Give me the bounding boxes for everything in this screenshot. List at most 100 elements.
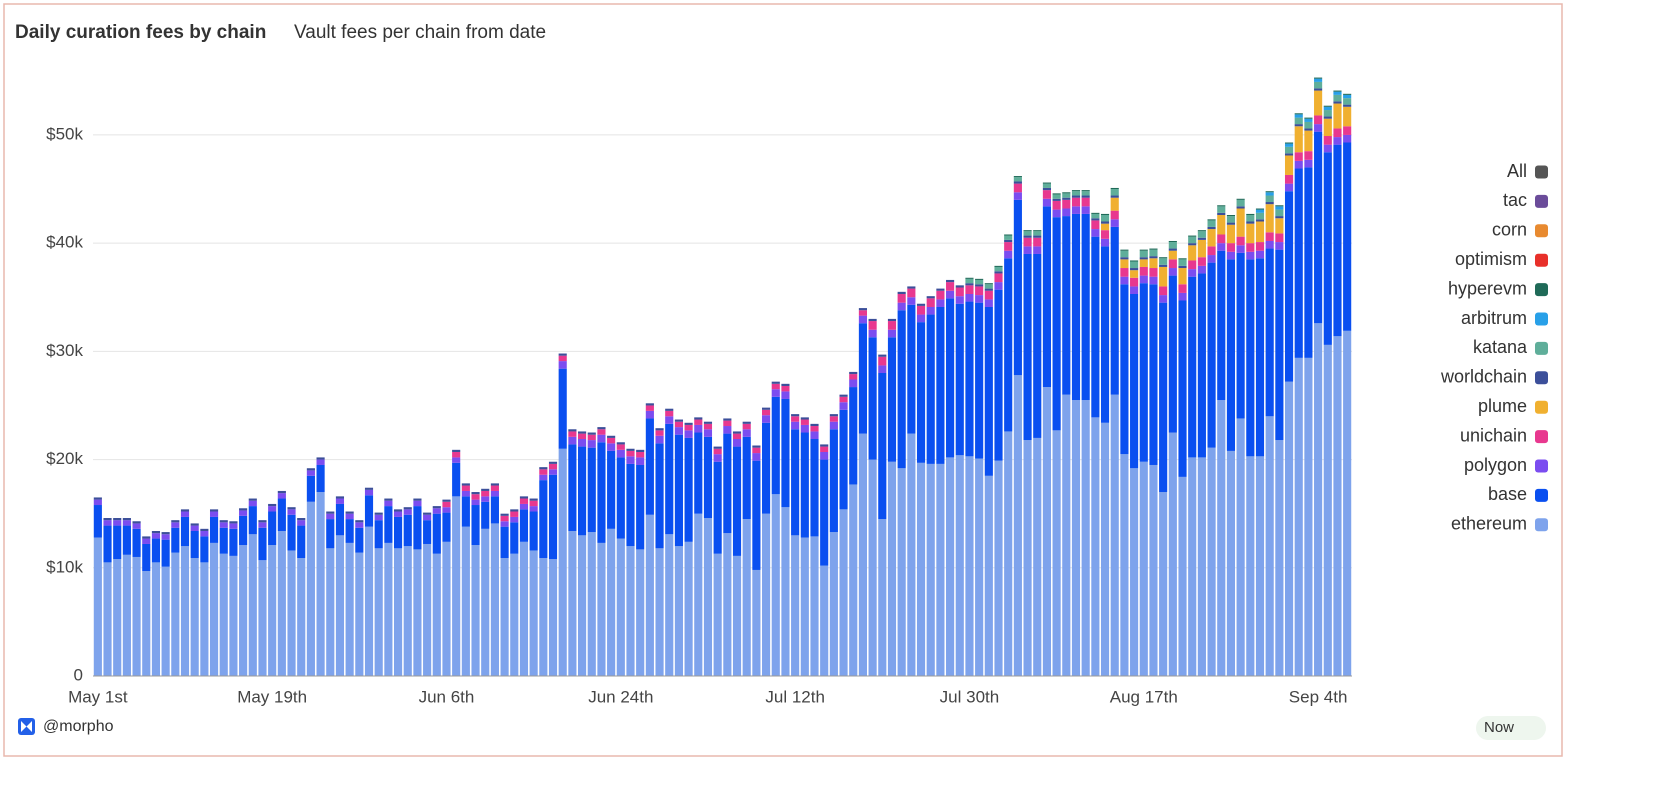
legend-swatch[interactable] [1535,165,1548,179]
legend-label[interactable]: worldchain [1440,367,1527,387]
bar-segment [1130,270,1139,278]
bar-segment [713,448,722,455]
bar-segment [548,559,558,676]
legend-label[interactable]: katana [1473,337,1528,357]
legend-label[interactable]: All [1507,161,1527,181]
bar-segment [1333,103,1342,129]
legend-swatch[interactable] [1535,459,1548,473]
bar-segment [1139,250,1148,258]
bar-segment [1091,218,1100,221]
bar-segment [742,421,751,424]
bar-segment [878,356,887,366]
bar-segment [907,286,916,289]
bar-segment [1265,232,1274,241]
bar-segment [1139,283,1148,462]
bar-segment [1062,192,1071,194]
bar-segment [984,283,993,285]
bar-segment [1343,330,1352,676]
bar-segment [1226,259,1236,451]
legend-label[interactable]: optimism [1455,249,1527,269]
bar-segment [781,383,790,386]
bar-segment [752,445,761,448]
chart-title: Daily curation fees by chain [15,22,266,43]
bar-segment [1304,128,1313,131]
bar-segment [1197,237,1206,240]
legend-label[interactable]: tac [1503,190,1527,210]
bar-segment [771,381,780,384]
legend-label[interactable]: polygon [1464,455,1527,475]
bar-segment [1062,193,1071,198]
footer-handle: @morpho [43,718,114,735]
bar-segment [1091,229,1100,237]
bar-segment [771,396,780,495]
x-tick-label: Jun 6th [419,687,475,706]
legend-swatch[interactable] [1535,341,1548,355]
legend-swatch[interactable] [1535,371,1548,385]
bar-segment [142,571,151,676]
legend-label[interactable]: base [1488,484,1527,504]
bar-segment [1033,235,1042,238]
bar-segment [1149,276,1158,285]
bar-segment [471,494,480,500]
bar-segment [1188,243,1197,246]
bar-segment [994,273,1003,283]
bar-segment [364,487,374,490]
bar-segment [103,525,112,563]
badge-bg[interactable] [1476,716,1546,740]
bar-segment [723,433,732,534]
legend-label[interactable]: ethereum [1451,514,1527,534]
badge[interactable]: Now [1484,719,1514,736]
bar-segment [1236,245,1245,253]
legend-label[interactable]: arbitrum [1461,308,1527,328]
legend-label[interactable]: hyperevm [1448,278,1527,298]
legend-label[interactable]: unichain [1460,425,1527,445]
bar-segment [151,538,161,563]
bar-segment [791,535,800,676]
bar-segment [1081,197,1090,207]
bar-segment [1091,220,1100,230]
bar-segment [723,426,732,434]
bar-segment [1226,243,1236,252]
bar-segment [1023,246,1032,254]
bar-segment [955,287,964,297]
bar-segment [1323,118,1332,137]
bar-segment [558,448,567,676]
bar-segment [180,516,190,547]
bar-segment [209,542,219,676]
bar-segment [1294,113,1303,115]
bar-segment [820,451,829,460]
bar-segment [955,303,964,456]
legend-swatch[interactable] [1535,518,1548,532]
bar-segment [93,497,102,500]
legend-swatch[interactable] [1535,312,1548,326]
bar-segment [839,394,848,397]
bar-segment [578,446,587,536]
bar-segment [1120,259,1129,269]
bar-segment [897,310,906,469]
bar-segment [887,321,897,330]
legend-swatch[interactable] [1535,400,1548,414]
legend-swatch[interactable] [1535,253,1548,267]
bar-segment [1236,199,1245,207]
legend-label[interactable]: corn [1492,220,1527,240]
legend-swatch[interactable] [1535,488,1548,502]
legend-swatch[interactable] [1535,194,1548,208]
bar-segment [1304,159,1313,168]
bar-segment [1333,144,1342,337]
bar-segment [1207,226,1216,230]
bar-segment [200,536,209,563]
legend-swatch[interactable] [1535,430,1548,444]
bar-segment [984,284,993,289]
bar-segment [519,541,529,676]
legend-swatch[interactable] [1535,224,1548,238]
bar-segment [481,490,490,497]
legend-swatch[interactable] [1535,283,1548,297]
bar-segment [151,533,161,539]
bar-segment [868,337,877,460]
bar-segment [984,475,993,676]
bar-segment [1265,248,1274,417]
bar-segment [1139,257,1148,260]
bar-segment [1314,124,1323,132]
legend-label[interactable]: plume [1478,396,1527,416]
bar-segment [161,534,170,540]
